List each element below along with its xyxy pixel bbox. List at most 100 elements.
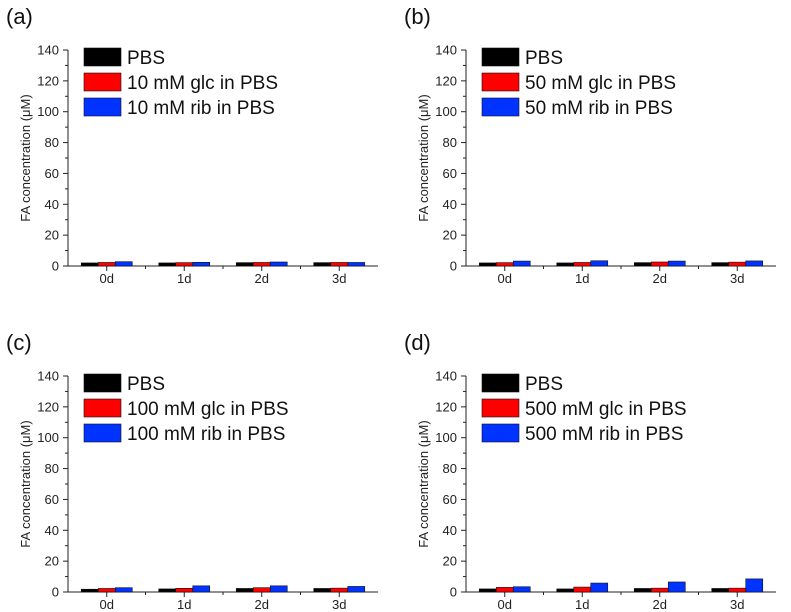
bar-glc-1d: [573, 262, 592, 267]
x-tick-label: 3d: [332, 271, 346, 286]
bar-rib-1d: [192, 585, 211, 593]
bar-pbs-0d: [478, 262, 497, 267]
legend-swatch-rib: [481, 97, 520, 117]
x-tick-label: 3d: [730, 271, 744, 286]
y-tick-label: 100: [37, 430, 59, 445]
bar-glc-0d: [495, 262, 514, 267]
y-tick-label: 140: [435, 43, 457, 58]
y-tick-label: 80: [45, 461, 59, 476]
bar-pbs-0d: [80, 588, 99, 593]
bar-pbs-3d: [313, 262, 332, 267]
bar-rib-2d: [269, 585, 288, 593]
bar-pbs-0d: [80, 262, 99, 267]
bar-pbs-2d: [633, 588, 652, 593]
bar-rib-3d: [745, 578, 764, 593]
x-tick-label: 1d: [575, 597, 589, 612]
legend-label: 10 mM rib in PBS: [127, 98, 275, 119]
legend-swatch-glc: [481, 72, 520, 92]
y-tick-label: 20: [443, 228, 457, 243]
legend-swatch-pbs: [83, 373, 122, 393]
y-tick-label: 20: [45, 554, 59, 569]
y-tick-label: 120: [435, 399, 457, 414]
bar-glc-1d: [175, 262, 194, 267]
x-tick-label: 0d: [100, 597, 114, 612]
bar-rib-1d: [192, 261, 211, 267]
panel-label: (d): [404, 330, 431, 355]
y-tick-label: 60: [45, 166, 59, 181]
bar-pbs-3d: [711, 588, 730, 593]
bar-glc-0d: [97, 262, 116, 267]
chart-panel-d: (d) FA concentration (μM) 0 20 40 60 80 100 120 1…: [404, 330, 776, 612]
legend-label: 500 mM rib in PBS: [525, 424, 683, 445]
bar-glc-3d: [330, 587, 349, 593]
x-tick-label: 3d: [332, 597, 346, 612]
y-tick-label: 20: [45, 228, 59, 243]
chart-panel-b: (b) FA concentration (μM) 0 20 40 60 80 100 120 1…: [404, 4, 776, 286]
bar-glc-2d: [252, 262, 271, 267]
x-tick-label: 0d: [498, 271, 512, 286]
bar-pbs-1d: [158, 262, 177, 267]
x-tick-label: 1d: [575, 271, 589, 286]
legend-swatch-pbs: [481, 47, 520, 67]
legend-label: 100 mM rib in PBS: [127, 424, 285, 445]
bar-rib-3d: [347, 586, 366, 593]
panel-label: (b): [404, 4, 431, 29]
legend-swatch-glc: [481, 398, 520, 418]
bar-glc-0d: [97, 588, 116, 593]
y-tick-label: 100: [435, 430, 457, 445]
x-tick-label: 2d: [255, 597, 269, 612]
y-tick-label: 0: [450, 585, 457, 600]
bar-rib-0d: [512, 586, 531, 593]
x-tick-label: 1d: [177, 597, 191, 612]
panel-label: (a): [6, 4, 33, 29]
legend-label: 100 mM glc in PBS: [127, 399, 289, 420]
bar-rib-1d: [590, 260, 609, 267]
y-tick-label: 80: [443, 461, 457, 476]
y-tick-label: 40: [45, 197, 59, 212]
x-tick-label: 3d: [730, 597, 744, 612]
bar-glc-3d: [330, 262, 349, 267]
panel-label: (c): [6, 330, 32, 355]
legend-label: 50 mM glc in PBS: [525, 73, 676, 94]
bar-glc-3d: [728, 261, 747, 267]
bar-pbs-1d: [556, 588, 575, 593]
bar-glc-2d: [650, 261, 669, 267]
legend-label: PBS: [127, 48, 165, 69]
bar-rib-2d: [667, 260, 686, 267]
x-tick-label: 0d: [498, 597, 512, 612]
bar-pbs-1d: [556, 262, 575, 267]
bar-pbs-2d: [633, 262, 652, 267]
y-tick-label: 0: [450, 259, 457, 274]
bar-rib-3d: [347, 262, 366, 267]
y-axis-label: FA concentration (μM): [416, 94, 431, 221]
y-tick-label: 100: [435, 104, 457, 119]
bar-rib-3d: [745, 260, 764, 267]
y-tick-label: 20: [443, 554, 457, 569]
legend-label: 50 mM rib in PBS: [525, 98, 673, 119]
chart-panel-a: (a) FA concentration (μM) 0 20 40 60 80 100 120 1…: [6, 4, 378, 286]
y-tick-label: 100: [37, 104, 59, 119]
y-tick-label: 120: [37, 399, 59, 414]
y-tick-label: 140: [435, 369, 457, 384]
bar-pbs-3d: [711, 262, 730, 267]
y-tick-label: 140: [37, 43, 59, 58]
chart-panel-c: (c) FA concentration (μM) 0 20 40 60 80 100 120 1…: [6, 330, 378, 612]
y-tick-label: 40: [443, 197, 457, 212]
bar-rib-2d: [667, 581, 686, 593]
x-tick-label: 0d: [100, 271, 114, 286]
y-tick-label: 60: [443, 492, 457, 507]
bar-glc-3d: [728, 587, 747, 593]
x-tick-label: 2d: [653, 597, 667, 612]
bar-glc-2d: [252, 587, 271, 593]
y-axis-label: FA concentration (μM): [416, 420, 431, 547]
legend-swatch-glc: [83, 72, 122, 92]
legend-swatch-rib: [83, 423, 122, 443]
legend-swatch-rib: [481, 423, 520, 443]
bar-rib-0d: [114, 587, 133, 593]
legend-swatch-pbs: [481, 373, 520, 393]
bar-pbs-1d: [158, 588, 177, 593]
bar-rib-2d: [269, 261, 288, 267]
y-tick-label: 120: [37, 73, 59, 88]
y-tick-label: 40: [45, 523, 59, 538]
